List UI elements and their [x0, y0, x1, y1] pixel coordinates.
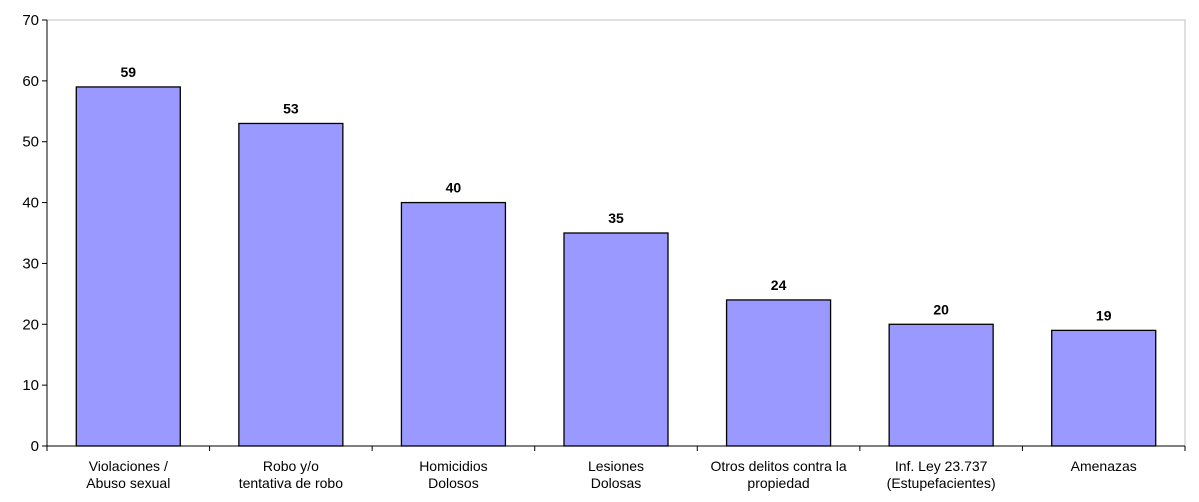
- x-tick-label: Otros delitos contra la: [710, 458, 846, 474]
- data-label: 19: [1096, 307, 1112, 323]
- x-tick-label: Lesiones: [588, 458, 644, 474]
- bar: [725, 299, 832, 447]
- bar: [75, 86, 181, 447]
- x-tick-label: Abuso sexual: [86, 475, 170, 491]
- x-tick-label: Amenazas: [1071, 458, 1137, 474]
- data-label: 20: [933, 301, 949, 317]
- y-tick-label: 40: [22, 195, 39, 212]
- y-tick-label: 20: [22, 316, 39, 333]
- x-tick-label: Dolosas: [591, 475, 642, 491]
- bar: [1051, 329, 1157, 447]
- data-label: 24: [771, 277, 787, 293]
- data-label: 59: [120, 64, 136, 80]
- x-tick-label: (Estupefacientes): [887, 475, 996, 491]
- y-tick-label: 0: [31, 438, 39, 455]
- x-tick-label: tentativa de robo: [239, 475, 344, 491]
- data-label: 35: [608, 210, 624, 226]
- y-tick-label: 70: [22, 12, 39, 29]
- bar: [238, 122, 344, 447]
- y-tick-label: 30: [22, 255, 39, 272]
- y-tick-label: 60: [22, 73, 39, 90]
- x-tick-label: Dolosos: [428, 475, 479, 491]
- data-label: 53: [283, 100, 299, 116]
- y-tick-label: 50: [22, 134, 39, 151]
- x-tick-label: Robo y/o: [263, 458, 319, 474]
- x-tick-label: propiedad: [747, 475, 809, 491]
- bar: [400, 201, 507, 447]
- data-label: 40: [446, 180, 462, 196]
- y-tick-label: 10: [22, 377, 39, 394]
- x-tick-label: Violaciones /: [89, 458, 168, 474]
- plot-area: 0 10 20 30 40 50 60 70 59 Violaciones /Abuso sexu…: [22, 12, 1186, 491]
- bar: [563, 232, 669, 447]
- bar: [888, 323, 994, 447]
- x-tick-label: Homicidios: [419, 458, 487, 474]
- x-tick-label: Inf. Ley 23.737: [895, 458, 988, 474]
